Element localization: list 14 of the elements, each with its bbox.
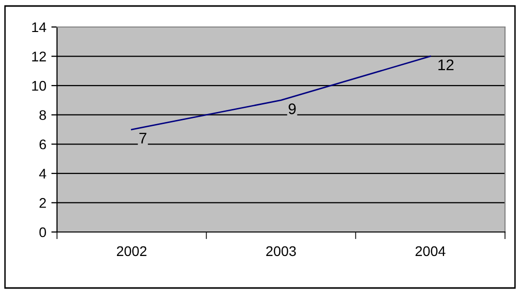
y-tick-label: 4	[39, 168, 46, 178]
data-label: 9	[288, 103, 296, 114]
y-tick-label: 8	[39, 110, 46, 120]
y-tick-label: 12	[32, 52, 46, 62]
y-tick-label: 0	[39, 227, 46, 238]
x-tick-label: 2002	[116, 246, 146, 256]
x-tick-label: 2003	[266, 246, 296, 256]
y-tick-label: 14	[32, 22, 46, 32]
x-tick-label: 2004	[416, 246, 446, 256]
data-label: 7	[139, 132, 146, 144]
y-tick-label: 10	[32, 80, 46, 91]
y-tick-label: 6	[40, 139, 46, 150]
data-label: 12	[438, 59, 454, 70]
y-tick-label: 2	[40, 198, 46, 208]
